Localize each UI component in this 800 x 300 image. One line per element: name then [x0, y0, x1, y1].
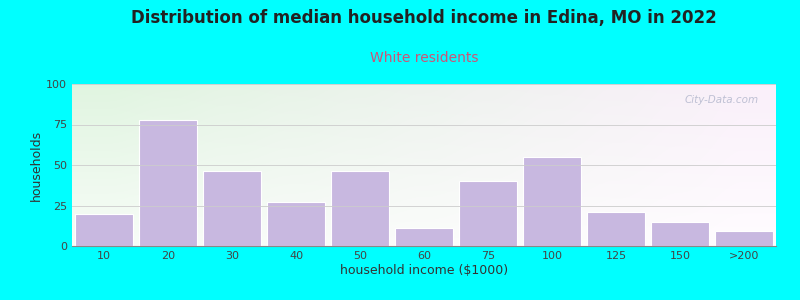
Text: Distribution of median household income in Edina, MO in 2022: Distribution of median household income …: [131, 9, 717, 27]
Bar: [714, 231, 774, 246]
X-axis label: household income ($1000): household income ($1000): [340, 264, 508, 277]
Bar: [522, 157, 582, 246]
Bar: [330, 172, 390, 246]
Bar: [458, 181, 518, 246]
Bar: [202, 172, 262, 246]
Text: White residents: White residents: [370, 51, 478, 65]
Bar: [394, 228, 454, 246]
Text: City-Data.com: City-Data.com: [684, 95, 758, 105]
Bar: [138, 120, 198, 246]
Bar: [74, 214, 134, 246]
Bar: [650, 222, 710, 246]
Y-axis label: households: households: [30, 129, 43, 201]
Bar: [586, 212, 646, 246]
Bar: [266, 202, 326, 246]
